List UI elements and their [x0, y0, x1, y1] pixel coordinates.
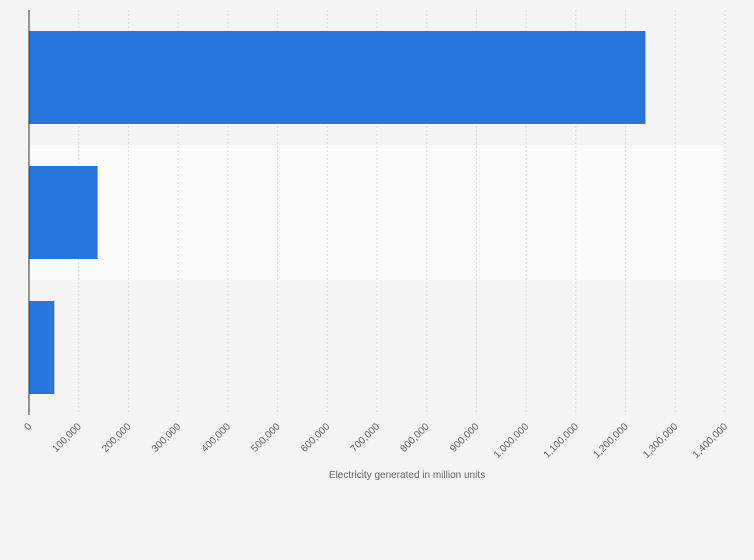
- x-tick-label: 600,000: [299, 421, 333, 455]
- x-tick-label: 400,000: [200, 421, 234, 455]
- x-tick-label: 300,000: [150, 421, 184, 455]
- x-tick-label: 800,000: [398, 421, 432, 455]
- bar[interactable]: [29, 31, 646, 124]
- x-tick-label: 1,200,000: [591, 421, 631, 461]
- bars: [29, 31, 646, 394]
- x-tick-label: 500,000: [249, 421, 283, 455]
- bar[interactable]: [29, 166, 98, 259]
- x-gridlines: [78, 10, 726, 415]
- x-axis-title: Electricity generated in million units: [329, 470, 485, 481]
- x-tick-label: 1,400,000: [691, 421, 731, 461]
- x-tick-label: 200,000: [100, 421, 134, 455]
- x-tick-label: 1,100,000: [542, 421, 582, 461]
- bar[interactable]: [29, 301, 55, 394]
- x-tick-label: 0: [22, 421, 34, 433]
- x-tick-label: 100,000: [50, 421, 84, 455]
- x-tick-label: 1,300,000: [641, 421, 681, 461]
- x-tick-label: 900,000: [448, 421, 482, 455]
- x-tick-labels: 0 100,000 200,000 300,000 400,000 500,000 600,…: [22, 421, 730, 461]
- x-tick-label: 700,000: [349, 421, 383, 455]
- x-tick-label: 1,000,000: [492, 421, 532, 461]
